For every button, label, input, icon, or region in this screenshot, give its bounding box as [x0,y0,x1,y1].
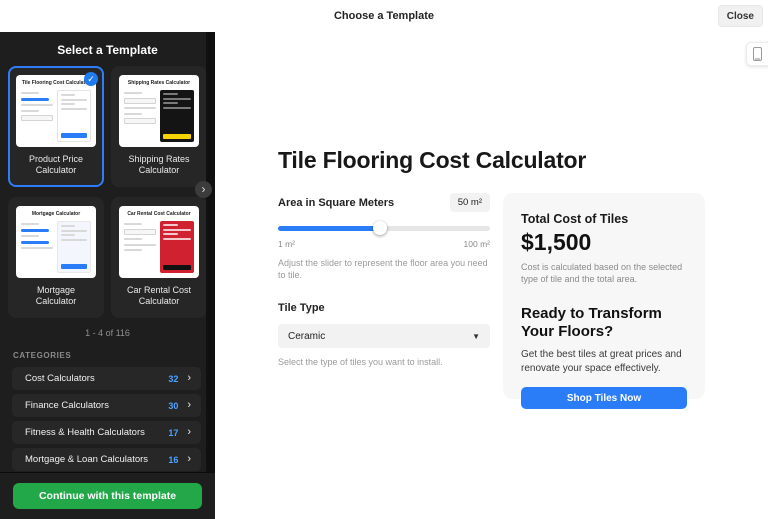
category-cost-calculators[interactable]: Cost Calculators 32 › [12,367,201,390]
total-cost-note: Cost is calculated based on the selected… [521,262,683,285]
categories-header: CATEGORIES [13,351,72,360]
template-label: Mortgage Calculator [35,284,77,306]
selected-check-icon: ✓ [84,72,98,86]
caret-down-icon: ▼ [472,331,480,341]
cost-summary-card: Total Cost of Tiles $1,500 Cost is calcu… [503,193,705,410]
close-button[interactable]: Close [717,5,763,27]
tile-type-value: Ceramic [288,330,326,342]
chevron-right-icon: › [201,181,206,196]
area-slider-label: Area in Square Meters [278,196,395,209]
category-mortgage-loan-calculators[interactable]: Mortgage & Loan Calculators 16 › [12,448,201,471]
template-preview-pane: Tile Flooring Cost Calculator Area in Sq… [215,32,768,519]
slider-max-label: 100 m² [463,239,490,249]
shop-tiles-button[interactable]: Shop Tiles Now [521,387,687,410]
slider-min-label: 1 m² [278,239,295,249]
sidebar-header: Select a Template [57,43,158,57]
category-finance-calculators[interactable]: Finance Calculators 30 › [12,394,201,417]
category-count: 32 [168,373,179,384]
total-cost-label: Total Cost of Tiles [521,212,629,226]
chevron-right-icon: › [187,399,191,411]
tile-type-label: Tile Type [278,302,325,315]
template-card-product-price-calculator[interactable]: ✓ Tile Flooring Cost Calculator [8,66,104,187]
continue-with-template-button[interactable]: Continue with this template [13,483,202,509]
chevron-right-icon: › [187,372,191,384]
slider-thumb[interactable] [372,221,387,235]
template-thumbnail: Shipping Rates Calculator [119,75,199,147]
next-templates-button[interactable]: › [195,181,212,198]
template-thumbnail: Tile Flooring Cost Calculator [16,75,96,147]
category-count: 30 [168,400,179,411]
area-value-badge: 50 m² [449,193,490,212]
slider-fill [278,225,380,231]
category-count: 16 [168,454,179,465]
template-thumbnail: Mortgage Calculator [16,206,96,278]
template-card-mortgage-calculator[interactable]: Mortgage Calculator [8,197,104,318]
chevron-right-icon: › [187,426,191,438]
cta-text: Get the best tiles at great prices and r… [521,349,682,375]
sidebar-scrollbar[interactable] [206,32,215,519]
calculator-form: Area in Square Meters 50 m² 1 m² 100 m² … [278,193,490,399]
area-slider[interactable] [278,221,490,235]
area-helper-text: Adjust the slider to represent the floor… [278,258,488,281]
modal-header: Choose a Template Close [0,0,768,32]
template-card-car-rental-cost-calculator[interactable]: Car Rental Cost Calculator [111,197,207,318]
pagination-status: 1 - 4 of 116 [85,328,130,338]
category-count: 17 [168,427,179,438]
template-card-shipping-rates-calculator[interactable]: Shipping Rates Calculator [111,66,207,187]
template-thumbnail: Car Rental Cost Calculator [119,206,199,278]
chevron-right-icon: › [187,453,191,465]
template-grid: ✓ Tile Flooring Cost Calculator [0,66,215,318]
template-sidebar: Select a Template ✓ Tile Flooring Cost C… [0,32,215,519]
cta-heading: Ready to Transform Your Floors? [521,305,662,341]
tile-type-helper-text: Select the type of tiles you want to ins… [278,357,443,368]
template-label: Product Price Calculator [28,153,84,175]
total-cost-value: $1,500 [521,229,592,255]
mobile-preview-button[interactable] [746,42,768,66]
mobile-phone-icon [753,47,762,61]
calculator-title: Tile Flooring Cost Calculator [278,147,587,173]
template-label: Shipping Rates Calculator [128,153,190,175]
categories-list: Cost Calculators 32 › Finance Calculator… [0,367,215,484]
template-label: Car Rental Cost Calculator [126,284,192,306]
category-fitness-health-calculators[interactable]: Fitness & Health Calculators 17 › [12,421,201,444]
sidebar-footer: Continue with this template [0,472,215,519]
tile-type-select[interactable]: Ceramic ▼ [278,324,490,349]
modal-title: Choose a Template [333,10,435,22]
